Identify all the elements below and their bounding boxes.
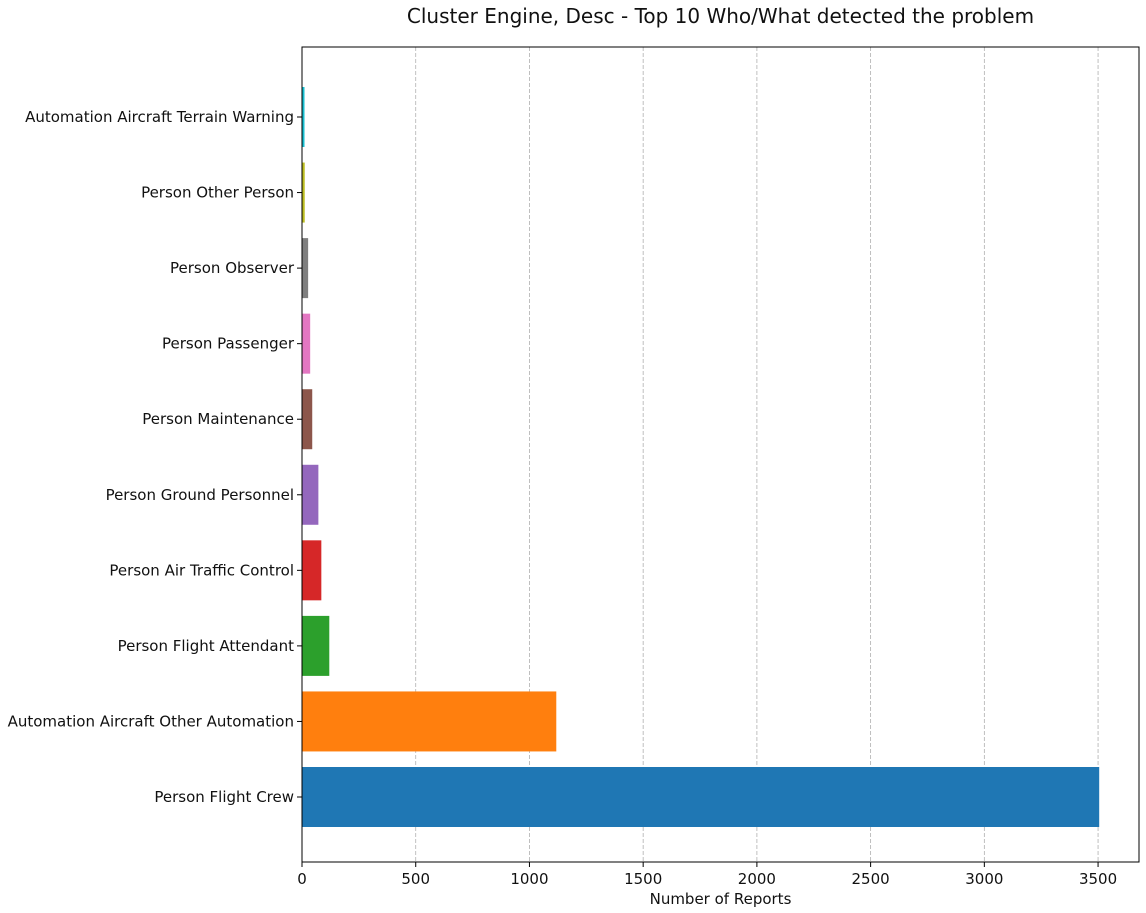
- x-tick-label: 500: [401, 870, 430, 888]
- y-tick-label: Person Other Person: [141, 184, 294, 202]
- chart-title: Cluster Engine, Desc - Top 10 Who/What d…: [406, 4, 1035, 28]
- y-tick-label: Automation Aircraft Other Automation: [8, 712, 294, 730]
- tick-labels: 0 500 1000 1500 2000 2500 3000 3500 Person Fligh…: [8, 108, 1118, 888]
- x-tick-label: 3500: [1079, 870, 1117, 888]
- axes: [297, 46, 1140, 867]
- bar: [302, 389, 313, 450]
- y-tick-label: Person Flight Crew: [154, 788, 294, 806]
- x-tick-label: 3000: [965, 870, 1003, 888]
- plot-frame: [301, 46, 1140, 863]
- y-tick-label: Person Ground Personnel: [106, 486, 294, 504]
- y-tick-label: Person Air Traffic Control: [109, 561, 294, 579]
- y-tick-label: Person Flight Attendant: [118, 637, 295, 655]
- bar: [302, 540, 322, 601]
- bar: [302, 87, 305, 147]
- x-tick-label: 0: [297, 870, 307, 888]
- bar: [302, 615, 330, 676]
- bar: [302, 464, 319, 525]
- bar: [302, 767, 1100, 827]
- x-tick-label: 1000: [510, 870, 548, 888]
- y-tick-label: Person Observer: [170, 259, 295, 277]
- bars: [302, 87, 1100, 827]
- bar: [302, 162, 305, 223]
- x-tick-label: 2000: [738, 870, 776, 888]
- x-axis-label: Number of Reports: [650, 890, 792, 908]
- x-tick-label: 2500: [852, 870, 890, 888]
- y-tick-label: Person Passenger: [162, 335, 295, 353]
- bar: [302, 238, 309, 299]
- y-tick-label: Automation Aircraft Terrain Warning: [25, 108, 294, 126]
- bar: [302, 313, 311, 374]
- bar: [302, 691, 557, 752]
- y-tick-label: Person Maintenance: [142, 410, 294, 428]
- x-tick-label: 1500: [624, 870, 662, 888]
